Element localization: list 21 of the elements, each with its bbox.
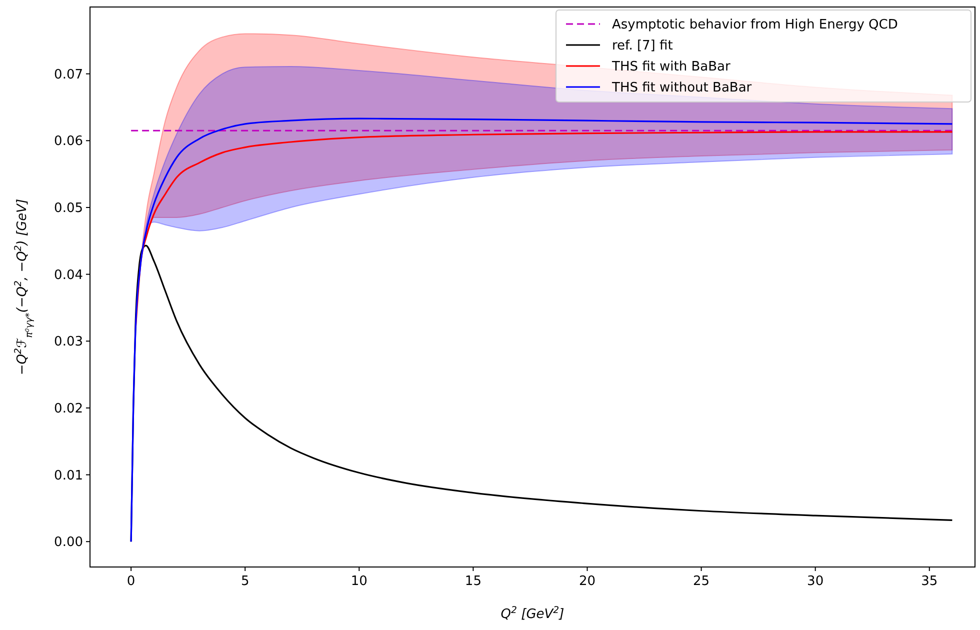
y-tick-label: 0.01 bbox=[54, 468, 83, 484]
x-tick-label: 25 bbox=[693, 574, 710, 589]
x-axis-title: Q$^{2}$ [GeV$^{2}$] bbox=[500, 604, 564, 622]
legend-label: Asymptotic behavior from High Energy QCD bbox=[612, 18, 898, 33]
legend-label: ref. [7] fit bbox=[612, 38, 673, 54]
y-tick-label: 0.03 bbox=[54, 334, 83, 350]
legend-label: THS fit with BaBar bbox=[611, 60, 731, 75]
x-tick-label: 20 bbox=[578, 574, 596, 589]
y-tick-label: 0.06 bbox=[54, 134, 83, 150]
x-tick-label: 35 bbox=[921, 574, 938, 589]
legend-label: THS fit without BaBar bbox=[611, 80, 752, 96]
y-tick-label: 0.05 bbox=[54, 201, 83, 216]
y-tick-label: 0.02 bbox=[54, 402, 83, 417]
y-tick-label: 0.00 bbox=[54, 535, 83, 550]
x-tick-label: 10 bbox=[350, 574, 368, 589]
x-tick-label: 5 bbox=[240, 574, 250, 589]
x-tick-label: 15 bbox=[464, 574, 482, 589]
y-tick-label: 0.04 bbox=[54, 268, 83, 283]
x-tick-label: 30 bbox=[807, 574, 824, 589]
y-tick-label: 0.07 bbox=[54, 67, 83, 82]
x-tick-label: 0 bbox=[126, 574, 136, 589]
